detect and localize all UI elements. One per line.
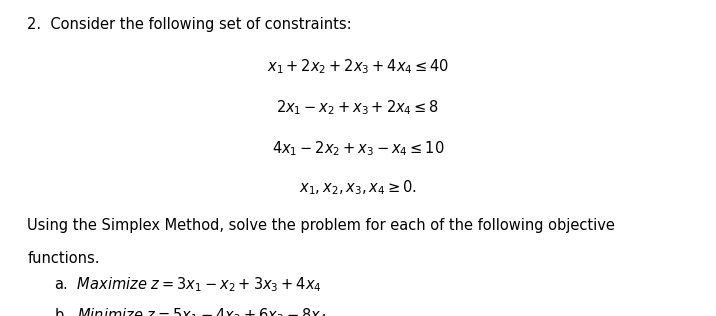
- Text: $x_1, x_2, x_3, x_4 \geq 0.$: $x_1, x_2, x_3, x_4 \geq 0.$: [299, 179, 417, 197]
- Text: $x_1 + 2x_2 + 2x_3 + 4x_4 \leq 40$: $x_1 + 2x_2 + 2x_3 + 4x_4 \leq 40$: [267, 57, 449, 76]
- Text: $4x_1 - 2x_2 + x_3 - x_4 \leq 10$: $4x_1 - 2x_2 + x_3 - x_4 \leq 10$: [271, 139, 445, 158]
- Text: Using the Simplex Method, solve the problem for each of the following objective: Using the Simplex Method, solve the prob…: [27, 218, 615, 233]
- Text: functions.: functions.: [27, 251, 100, 266]
- Text: a.  $\mathit{Maximize}\ z = 3x_1 - x_2 + 3x_3 + 4x_4$: a. $\mathit{Maximize}\ z = 3x_1 - x_2 + …: [54, 275, 321, 294]
- Text: $2x_1 - x_2 + x_3 + 2x_4 \leq 8$: $2x_1 - x_2 + x_3 + 2x_4 \leq 8$: [276, 98, 440, 117]
- Text: b.  $\mathit{Minimize}\ z = 5x_1 - 4x_2 + 6x_3 - 8x_4$: b. $\mathit{Minimize}\ z = 5x_1 - 4x_2 +…: [54, 307, 326, 316]
- Text: 2.  Consider the following set of constraints:: 2. Consider the following set of constra…: [27, 17, 352, 32]
